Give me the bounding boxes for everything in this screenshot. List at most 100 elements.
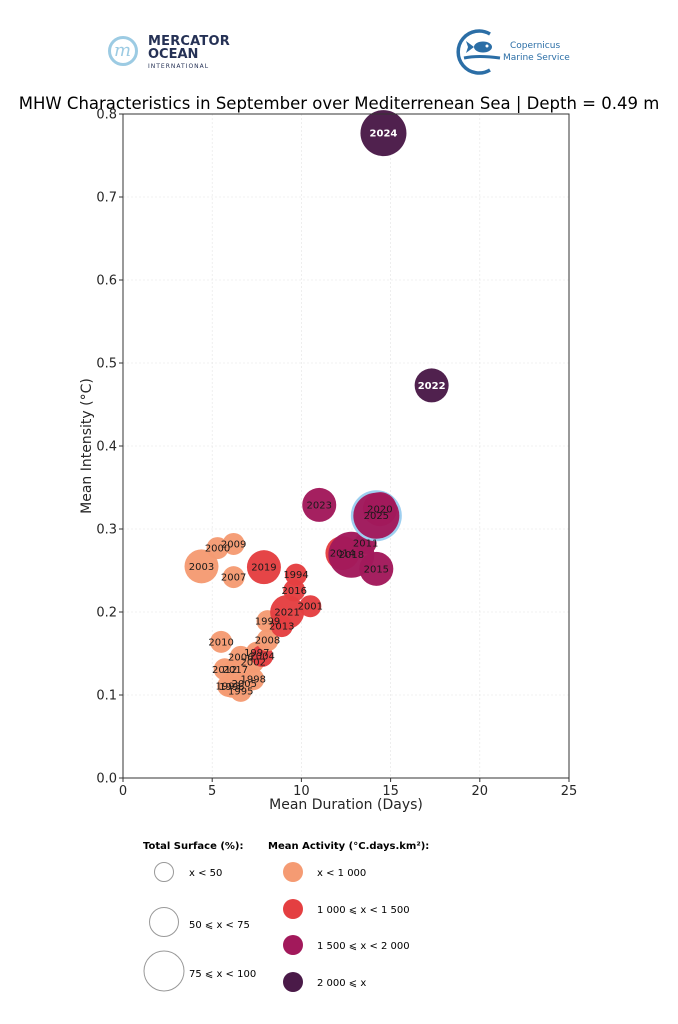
bubble-2021 — [270, 595, 305, 629]
bubble-2009 — [222, 532, 245, 555]
bubble-label-1998: 1998 — [241, 675, 266, 686]
bubble-label-2019: 2019 — [251, 563, 276, 574]
legend-activity-label: 1 500 ⩽ x < 2 000 — [317, 941, 410, 952]
bubble-label-2007: 2007 — [221, 573, 246, 584]
x-tick-label: 20 — [472, 784, 489, 799]
bubble-label-1994: 1994 — [283, 570, 308, 581]
bubble-label-2003: 2003 — [189, 562, 214, 573]
bubble-2001 — [299, 595, 322, 618]
bubble-label-2008: 2008 — [255, 636, 280, 647]
bubble-2020 — [362, 492, 397, 527]
x-axis-ticks: 0 5 10 15 20 25 — [119, 778, 577, 799]
bubble-label-1997: 1997 — [244, 648, 269, 659]
bubble-2008 — [256, 629, 279, 652]
x-tick-label: 25 — [561, 784, 578, 799]
bubble-2003 — [184, 549, 219, 584]
y-tick-label: 0.6 — [96, 274, 117, 289]
legend-activity-marker — [283, 862, 303, 882]
legend-activity-marker — [283, 935, 303, 955]
bubble-2022 — [414, 368, 449, 403]
bubble-label-2006: 2006 — [228, 652, 253, 663]
y-tick-label: 0.4 — [96, 440, 117, 455]
y-tick-label: 0.2 — [96, 606, 117, 621]
y-tick-label: 0.8 — [96, 108, 117, 123]
y-axis-ticks: 0.0 0.1 0.2 0.3 0.4 0.5 0.6 0.7 0.8 — [96, 108, 123, 787]
bubble-label-1995: 1995 — [228, 686, 253, 697]
bubble-label-2014: 2014 — [330, 549, 355, 560]
y-tick-label: 0.1 — [96, 689, 117, 704]
bubble-2007 — [222, 566, 245, 589]
bubble-label-2021: 2021 — [274, 608, 299, 619]
bubble-label-2017: 2017 — [223, 665, 248, 676]
bubble-label-2011: 2011 — [353, 539, 378, 550]
legend-activity-label: 2 000 ⩽ x — [317, 978, 366, 989]
plot-frame — [122, 113, 570, 779]
bubble-label-2005: 2005 — [232, 679, 257, 690]
y-tick-label: 0.7 — [96, 191, 117, 206]
bubble-circles — [184, 110, 449, 702]
copernicus-line1: Copernicus — [510, 41, 561, 51]
bubble-label-1996: 1996 — [219, 682, 244, 693]
legend-surface-label: 75 ⩽ x < 100 — [189, 969, 256, 980]
bubble-label-1993: 1993 — [216, 681, 241, 692]
legend-activity-label: 1 000 ⩽ x < 1 500 — [317, 905, 410, 916]
bubble-2023 — [302, 487, 337, 522]
bubble-label-2015: 2015 — [364, 564, 389, 575]
legend-surface-marker — [143, 950, 185, 992]
bubble-label-2012: 2012 — [212, 665, 237, 676]
bubble-label-2001: 2001 — [298, 602, 323, 613]
y-tick-label: 0.0 — [96, 772, 117, 787]
x-axis-label: Mean Duration (Days) — [269, 797, 423, 813]
mercator-mark: m — [114, 40, 132, 61]
legend-activity-items: x < 1 000 1 000 ⩽ x < 1 500 1 500 ⩽ x < 2 … — [283, 862, 410, 992]
bubble-label-2004: 2004 — [249, 651, 274, 662]
y-tick-label: 0.3 — [96, 523, 117, 538]
mercator-ocean-logo: m MERCATOR OCEAN INTERNATIONAL — [108, 34, 248, 74]
bubble-label-2016: 2016 — [282, 586, 307, 597]
copernicus-marine-logo: Copernicus Marine Service — [454, 28, 584, 78]
bubble-2010 — [210, 630, 233, 653]
bubble-2024 — [360, 110, 407, 157]
legend-surface-marker — [154, 862, 174, 882]
bubble-label-2025: 2025 — [364, 511, 389, 522]
bubble-label-2009: 2009 — [221, 539, 246, 550]
x-tick-label: 10 — [293, 784, 310, 799]
legend: Total Surface (%): Mean Activity (°C.day… — [143, 841, 429, 992]
x-tick-label: 15 — [382, 784, 399, 799]
bubble-label-2000: 2000 — [205, 544, 230, 555]
legend-activity-title: Mean Activity (°C.days.km²): — [268, 841, 429, 852]
copernicus-fish-icon — [456, 29, 501, 75]
legend-surface-title: Total Surface (%): — [143, 841, 244, 852]
bubble-label-2022: 2022 — [418, 381, 446, 392]
bubble-label-2024: 2024 — [370, 129, 398, 140]
mercator-line3: INTERNATIONAL — [148, 63, 210, 70]
mercator-m-icon: m — [108, 36, 138, 66]
legend-activity-marker — [283, 899, 303, 919]
legend-surface-label: x < 50 — [189, 868, 222, 879]
y-tick-label: 0.5 — [96, 357, 117, 372]
mercator-line2: OCEAN — [148, 47, 199, 62]
bubble-label-2013: 2013 — [269, 622, 294, 633]
x-tick-label: 0 — [119, 784, 127, 799]
bubble-label-2002: 2002 — [241, 657, 266, 668]
legend-surface-items: x < 50 50 ⩽ x < 75 75 ⩽ x < 100 — [143, 862, 256, 992]
bubble-label-2023: 2023 — [307, 500, 332, 511]
mercator-line1: MERCATOR — [148, 34, 230, 49]
bubble-label-2018: 2018 — [339, 550, 364, 561]
x-tick-label: 5 — [208, 784, 216, 799]
bubble-1998 — [242, 668, 265, 691]
bubble-label-2010: 2010 — [208, 637, 233, 648]
legend-activity-marker — [283, 972, 303, 992]
bubble-label-2020: 2020 — [367, 505, 392, 516]
header-logos: m MERCATOR OCEAN INTERNATIONAL Copernicu… — [0, 0, 678, 90]
legend-surface-marker — [149, 907, 179, 937]
legend-surface-label: 50 ⩽ x < 75 — [189, 920, 250, 931]
chart-title: MHW Characteristics in September over Me… — [19, 94, 660, 113]
y-axis-label: Mean Intensity (°C) — [79, 378, 95, 514]
grid-lines — [122, 113, 570, 779]
copernicus-line2: Marine Service — [503, 53, 570, 63]
bubble-2015 — [359, 551, 394, 586]
